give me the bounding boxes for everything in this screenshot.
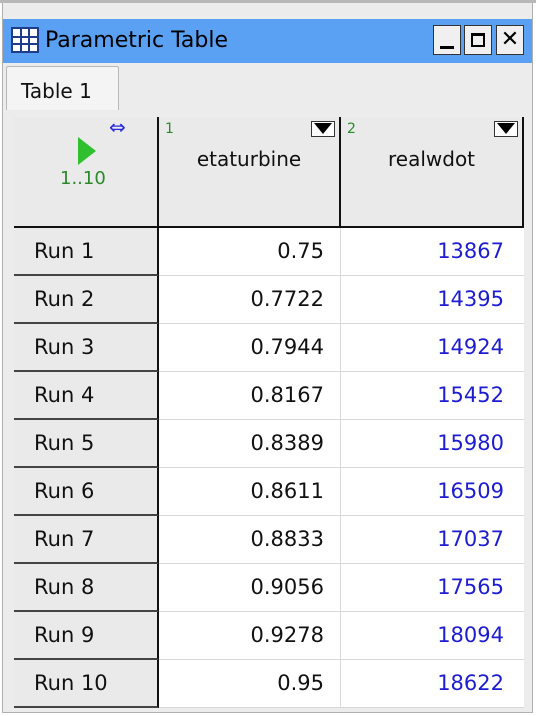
row-label[interactable]: Run 5	[14, 420, 159, 468]
close-icon: ✕	[500, 27, 520, 52]
table-row: Run 3 0.7944 14924	[14, 324, 524, 372]
cell-etaturbine[interactable]: 0.8611	[159, 468, 341, 516]
column-number: 2	[347, 121, 356, 137]
cell-etaturbine[interactable]: 0.7944	[159, 324, 341, 372]
row-label[interactable]: Run 2	[14, 276, 159, 324]
screen-top-edge	[0, 0, 536, 3]
row-label[interactable]: Run 3	[14, 324, 159, 372]
dropdown-arrow-icon[interactable]	[311, 121, 335, 137]
column-header-realwdot[interactable]: 2 realwdot	[341, 117, 524, 228]
cell-etaturbine[interactable]: 0.75	[159, 228, 341, 276]
table-row: Run 4 0.8167 15452	[14, 372, 524, 420]
parametric-grid: 1..10 ⇔ 1 etaturbine 2 realwdot Run 1 0.…	[14, 117, 524, 708]
cell-realwdot[interactable]: 13867	[341, 228, 524, 276]
row-label[interactable]: Run 4	[14, 372, 159, 420]
row-label[interactable]: Run 7	[14, 516, 159, 564]
cell-realwdot[interactable]: 15452	[341, 372, 524, 420]
row-label[interactable]: Run 1	[14, 228, 159, 276]
cell-etaturbine[interactable]: 0.8167	[159, 372, 341, 420]
table-icon[interactable]	[11, 27, 39, 53]
cell-realwdot[interactable]: 18622	[341, 660, 524, 708]
table-row: Run 8 0.9056 17565	[14, 564, 524, 612]
grid-corner: 1..10 ⇔	[14, 117, 159, 228]
row-label[interactable]: Run 10	[14, 660, 159, 708]
table-row: Run 5 0.8389 15980	[14, 420, 524, 468]
cell-realwdot[interactable]: 17037	[341, 516, 524, 564]
column-number: 1	[165, 121, 174, 137]
column-name: etaturbine	[196, 147, 302, 171]
run-range[interactable]: 1..10	[60, 168, 106, 189]
row-label[interactable]: Run 9	[14, 612, 159, 660]
resize-columns-icon[interactable]: ⇔	[109, 115, 126, 139]
cell-etaturbine[interactable]: 0.7722	[159, 276, 341, 324]
cell-realwdot[interactable]: 18094	[341, 612, 524, 660]
cell-realwdot[interactable]: 14395	[341, 276, 524, 324]
table-row: Run 2 0.7722 14395	[14, 276, 524, 324]
window-title: Parametric Table	[45, 28, 229, 53]
table-row: Run 6 0.8611 16509	[14, 468, 524, 516]
table-row: Run 10 0.95 18622	[14, 660, 524, 708]
maximize-icon	[471, 33, 485, 47]
close-button[interactable]: ✕	[496, 25, 524, 55]
cell-realwdot[interactable]: 14924	[341, 324, 524, 372]
cell-etaturbine[interactable]: 0.8833	[159, 516, 341, 564]
cell-etaturbine[interactable]: 0.95	[159, 660, 341, 708]
table-row: Run 7 0.8833 17037	[14, 516, 524, 564]
cell-etaturbine[interactable]: 0.9278	[159, 612, 341, 660]
tab-table-1[interactable]: Table 1	[6, 66, 119, 110]
column-header-etaturbine[interactable]: 1 etaturbine	[159, 117, 341, 228]
row-label[interactable]: Run 6	[14, 468, 159, 516]
cell-realwdot[interactable]: 15980	[341, 420, 524, 468]
play-icon[interactable]	[78, 137, 96, 165]
title-bar[interactable]: Parametric Table ✕	[3, 19, 532, 63]
table-row: Run 1 0.75 13867	[14, 228, 524, 276]
table-row: Run 9 0.9278 18094	[14, 612, 524, 660]
dropdown-arrow-icon[interactable]	[494, 121, 518, 137]
cell-realwdot[interactable]: 17565	[341, 564, 524, 612]
cell-etaturbine[interactable]: 0.8389	[159, 420, 341, 468]
maximize-button[interactable]	[464, 25, 492, 55]
minimize-button[interactable]	[433, 25, 461, 55]
tab-label: Table 1	[21, 79, 92, 103]
row-label[interactable]: Run 8	[14, 564, 159, 612]
column-name: realwdot	[387, 147, 476, 171]
cell-etaturbine[interactable]: 0.9056	[159, 564, 341, 612]
cell-realwdot[interactable]: 16509	[341, 468, 524, 516]
minimize-icon	[440, 45, 454, 49]
